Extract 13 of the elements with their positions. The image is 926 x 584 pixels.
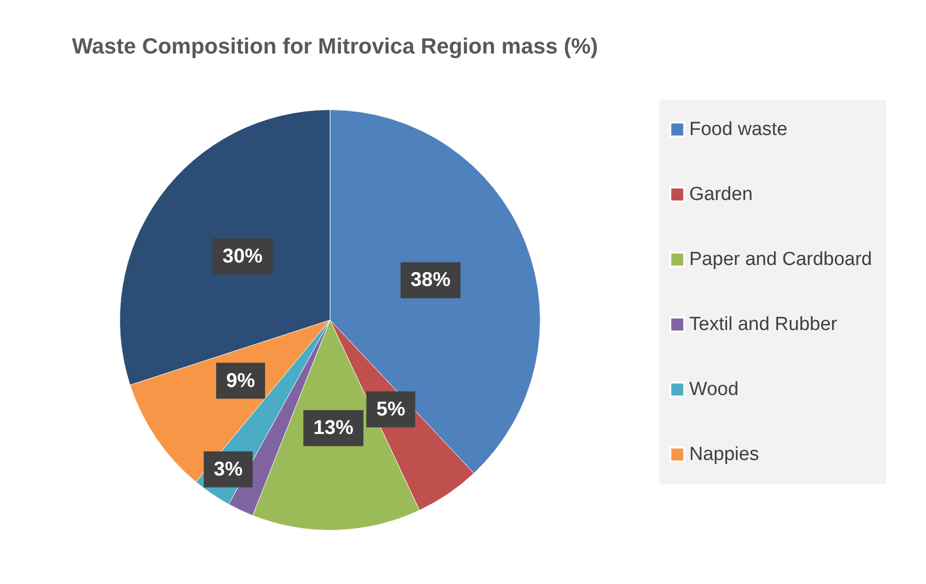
legend-label: Garden xyxy=(689,184,753,205)
data-label: 9% xyxy=(226,370,256,392)
legend-label: Food waste xyxy=(689,119,788,140)
legend-label: Paper and Cardboard xyxy=(689,249,872,270)
data-label: 30% xyxy=(222,245,263,268)
data-label: 38% xyxy=(410,269,451,292)
data-label: 3% xyxy=(214,458,243,480)
chart-title: Waste Composition for Mitrovica Region mass (%) xyxy=(72,34,598,58)
data-label: 5% xyxy=(376,398,406,420)
legend-label: Wood xyxy=(689,379,739,400)
legend-label: Nappies xyxy=(689,444,759,465)
legend-label: Textil and Rubber xyxy=(689,314,838,335)
data-label: 13% xyxy=(313,417,354,440)
